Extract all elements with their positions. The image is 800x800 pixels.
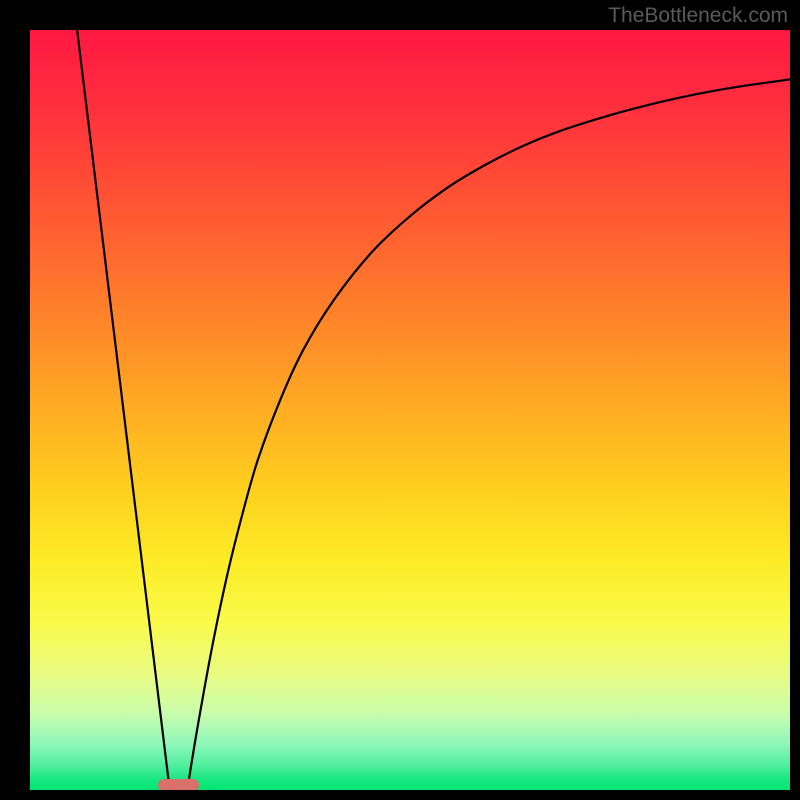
watermark-text: TheBottleneck.com [608,4,788,28]
left-curve [77,30,169,785]
plot-area [30,30,790,790]
valley-marker [158,779,199,790]
curve-layer [30,30,790,790]
right-curve [188,79,790,784]
